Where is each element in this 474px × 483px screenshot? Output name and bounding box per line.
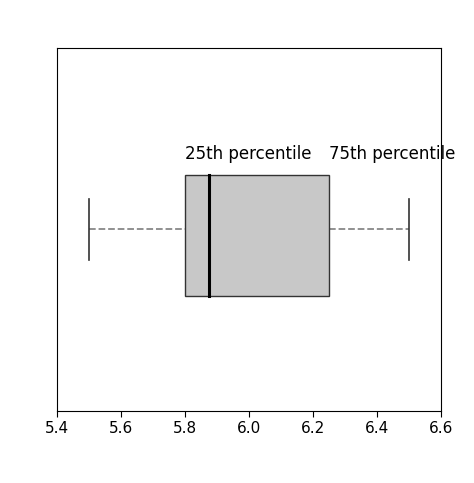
Text: 25th percentile: 25th percentile xyxy=(185,145,311,163)
Text: 75th percentile: 75th percentile xyxy=(329,145,455,163)
Bar xyxy=(185,175,329,296)
